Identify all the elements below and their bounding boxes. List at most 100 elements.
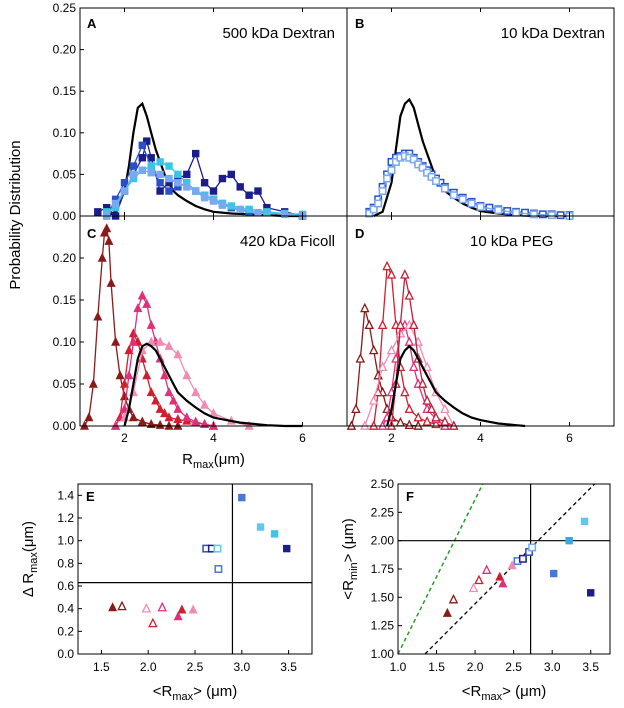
data-point-darkred — [115, 370, 125, 380]
y-tick-label: 0.25 — [53, 1, 77, 15]
panel-F: 1.0 1.5 2.0 2.5 3.0 3.5 1.00 1.25 1.50 1.75 2.00 2.… — [340, 477, 611, 703]
y-tick-label: 2.50 — [371, 477, 395, 491]
data-point-lightblue — [281, 210, 289, 219]
data-point-navy — [94, 208, 102, 216]
data-point-lightblue-open — [365, 209, 374, 218]
data-point-magenta — [182, 412, 192, 422]
data-point-red — [119, 378, 130, 388]
data-point-magenta — [124, 370, 134, 380]
data-point — [283, 544, 291, 553]
y-axis-label-sub: max — [28, 552, 40, 573]
panel-D: 2 4 6 D 10 kDa PEG — [346, 215, 615, 445]
x-tick-label: 2.5 — [187, 660, 204, 674]
panel-letter: F — [406, 489, 414, 504]
x-tick-label: 2.0 — [140, 660, 157, 674]
x-tick-label: 2 — [121, 431, 128, 445]
data-point-pink-open — [386, 344, 397, 355]
data-point-lightblue — [138, 166, 147, 174]
data-point-magenta — [128, 336, 138, 346]
data-point — [141, 603, 152, 613]
data-point — [108, 602, 118, 612]
panel-letter: A — [87, 16, 97, 31]
data-point-lightblue — [192, 187, 200, 195]
data-point-red — [128, 328, 138, 338]
y-tick-label: 0.05 — [53, 377, 77, 391]
data-point-magenta — [137, 290, 147, 300]
y-axis-label-unit: (μm) — [20, 521, 37, 552]
x-axis-label-main: <R — [462, 683, 482, 700]
x-axis-label-unit: (μm) — [214, 451, 245, 468]
data-point-lightblue — [165, 174, 173, 183]
data-point — [442, 607, 452, 617]
data-point-blue — [165, 187, 173, 195]
data-point-red-open — [377, 319, 388, 330]
data-point-pink-open — [377, 361, 388, 372]
y-tick-label: 2.25 — [371, 505, 395, 519]
panel-title: 500 kDa Dextran — [222, 25, 335, 42]
y-tick-label: 0.4 — [57, 602, 74, 616]
panel-title: 10 kDa Dextran — [501, 25, 605, 42]
data-point-navy — [218, 174, 227, 183]
data-point — [495, 571, 505, 581]
data-point-pink — [164, 340, 174, 350]
data-point-cyan — [147, 162, 155, 170]
data-point-navy — [192, 149, 200, 158]
green-dashed-line — [398, 484, 484, 654]
y-tick-label: 0.8 — [57, 556, 74, 570]
x-axis-label-sub: max — [172, 691, 193, 703]
data-point-pink — [182, 370, 192, 380]
data-point — [173, 611, 183, 621]
data-point-darkred — [88, 378, 98, 388]
data-point-magenta-open — [408, 361, 419, 372]
y-tick-label: 0.20 — [53, 251, 77, 265]
x-axis-label-tail: > (μm) — [193, 683, 237, 700]
data-point-red2-open — [404, 290, 415, 300]
data-point — [148, 617, 158, 628]
data-point — [580, 517, 589, 526]
data-point-magenta-open — [404, 336, 415, 346]
data-point-magenta — [160, 370, 170, 380]
data-point-cyan — [263, 208, 271, 216]
y-tick-label: 1.0 — [57, 534, 74, 548]
data-point-cyan — [165, 162, 173, 170]
data-point — [468, 582, 479, 593]
panel-letter: E — [86, 489, 95, 504]
data-point-darkred-open — [364, 319, 375, 330]
data-point-red2-open — [440, 416, 450, 426]
data-point-red — [155, 403, 165, 413]
y-tick-label: 0.15 — [53, 293, 77, 307]
data-point-red2-open — [431, 411, 441, 422]
data-point — [117, 600, 127, 611]
data-point — [518, 554, 527, 563]
data-point — [565, 536, 573, 545]
data-point-darkred — [155, 419, 165, 429]
data-point-cyan — [156, 158, 164, 166]
data-point — [213, 544, 222, 553]
data-point-lightblue-open — [423, 168, 432, 177]
y-axis-label: Probability Distribution — [7, 140, 24, 289]
data-point-lightblue-open — [378, 187, 387, 195]
data-point-lightblue-open — [392, 157, 400, 166]
data-point-red2-open — [426, 403, 437, 414]
x-axis-label-tail: > (μm) — [502, 683, 546, 700]
y-tick-label: 1.00 — [371, 647, 395, 661]
data-point-lightblue-open — [467, 199, 476, 208]
data-point-magenta — [133, 303, 143, 313]
x-axis-label: <Rmax> (μm) — [153, 683, 237, 703]
data-point-blue — [120, 179, 129, 187]
data-point-red-open — [386, 269, 397, 279]
y-tick-label: 0.2 — [57, 624, 74, 638]
data-point-darkred — [84, 412, 94, 422]
data-point-navy — [143, 137, 151, 145]
data-point-pink — [191, 387, 201, 397]
data-point-lightblue-open — [547, 211, 556, 220]
data-point-red2-open — [417, 378, 428, 388]
data-point — [238, 493, 246, 502]
y-tick-label: 0.05 — [53, 167, 77, 181]
y-tick-label: 0.15 — [53, 84, 77, 98]
data-point-red-open — [400, 386, 410, 397]
data-point — [507, 560, 517, 570]
data-point-lightblue — [111, 199, 120, 208]
series-line-black-fit — [386, 344, 526, 428]
x-tick-label: 1.0 — [390, 660, 407, 674]
